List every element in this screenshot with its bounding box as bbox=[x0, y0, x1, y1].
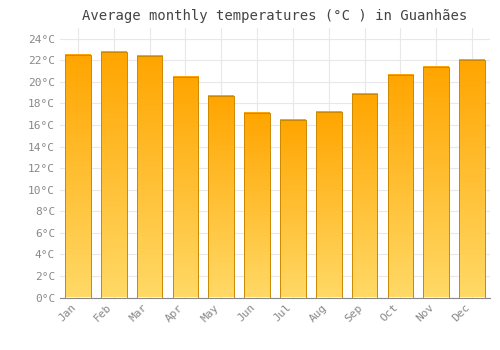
Bar bbox=[280, 120, 306, 298]
Bar bbox=[316, 112, 342, 298]
Bar bbox=[136, 56, 162, 298]
Bar bbox=[244, 113, 270, 297]
Bar bbox=[424, 67, 449, 298]
Bar bbox=[352, 94, 378, 298]
Bar bbox=[208, 96, 234, 298]
Bar bbox=[101, 52, 126, 298]
Bar bbox=[388, 76, 413, 298]
Bar bbox=[172, 77, 199, 298]
Title: Average monthly temperatures (°C ) in Guanhães: Average monthly temperatures (°C ) in Gu… bbox=[82, 9, 468, 23]
Bar bbox=[459, 60, 485, 298]
Bar bbox=[65, 55, 91, 298]
